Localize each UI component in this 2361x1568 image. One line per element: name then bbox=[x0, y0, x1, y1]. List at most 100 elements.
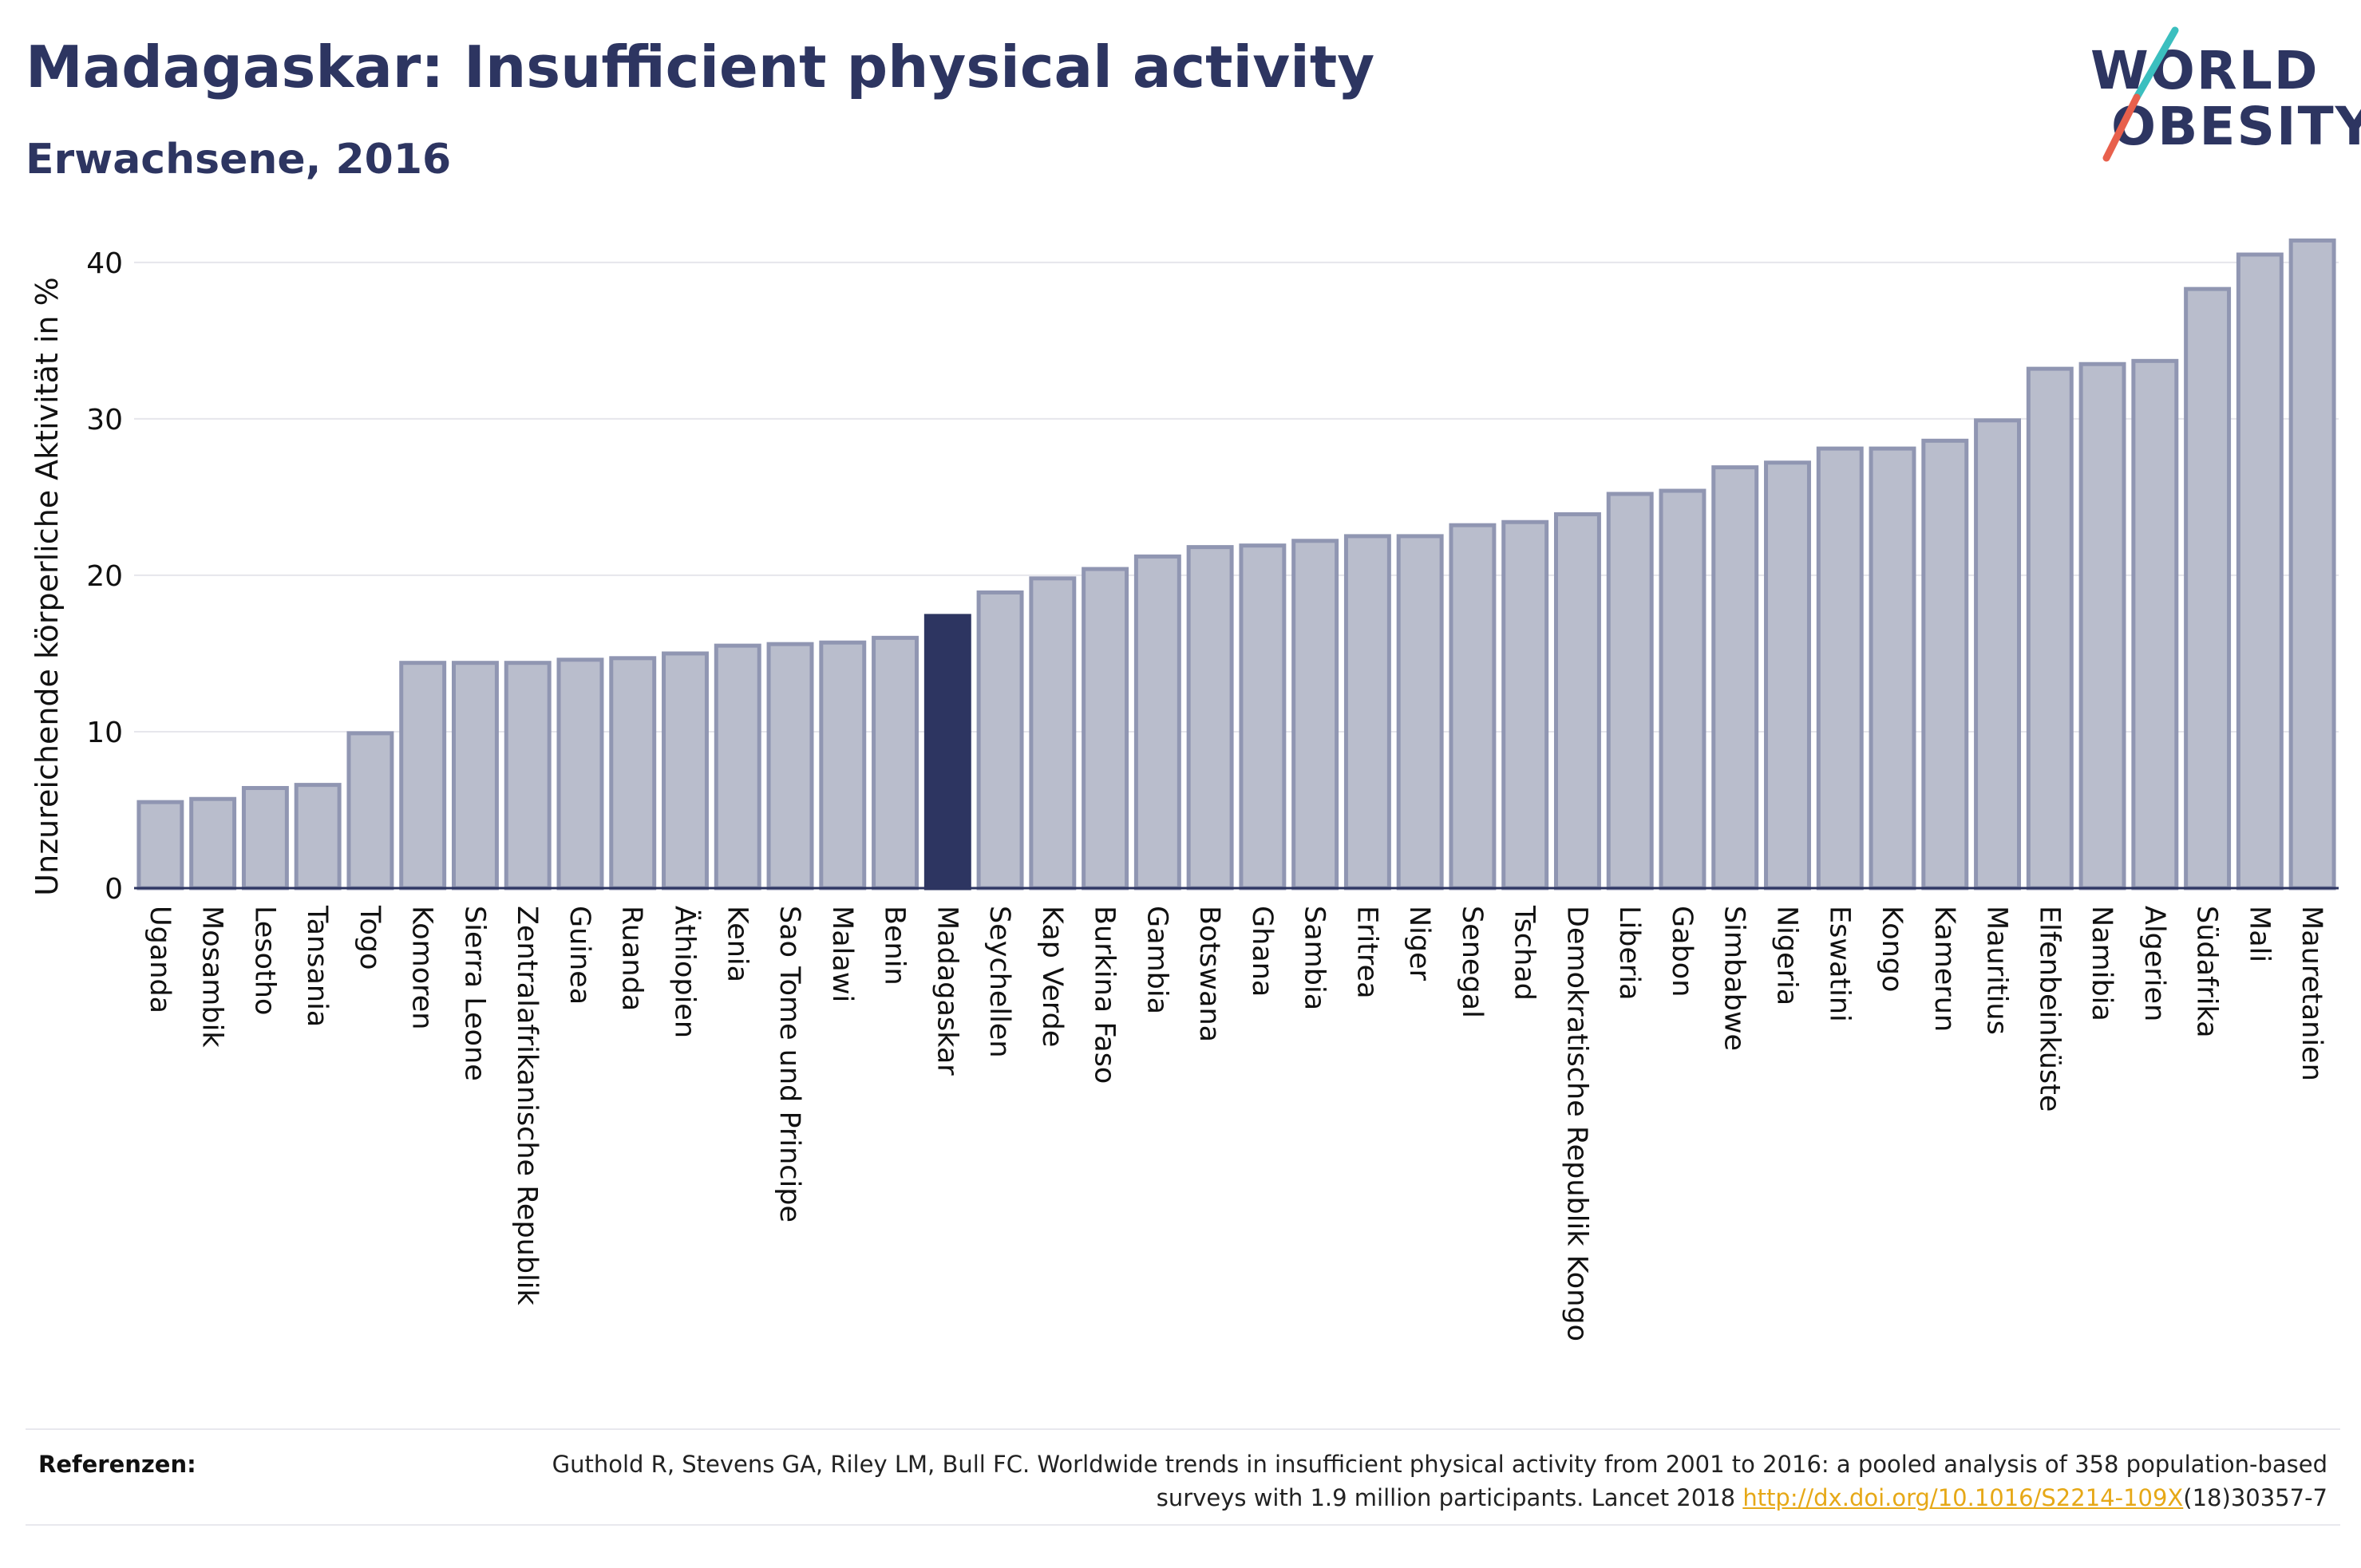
x-tick-label: Tschad bbox=[1509, 905, 1540, 1001]
chart-subtitle: Erwachsene, 2016 bbox=[26, 136, 452, 184]
bar[interactable] bbox=[1396, 534, 1444, 891]
y-tick-label: 30 bbox=[86, 404, 123, 436]
x-tick-label: Südafrika bbox=[2191, 906, 2223, 1038]
references-citation: Guthold R, Stevens GA, Riley LM, Bull FC… bbox=[552, 1451, 2327, 1511]
x-tick-label: Sambia bbox=[1299, 906, 1331, 1010]
bar[interactable] bbox=[976, 590, 1024, 891]
logo-slash-icon bbox=[2102, 26, 2179, 162]
x-tick-label: Niger bbox=[1403, 906, 1435, 981]
bar[interactable] bbox=[1186, 545, 1234, 891]
bar[interactable] bbox=[1449, 523, 1497, 891]
x-tick-label: Senegal bbox=[1456, 906, 1488, 1018]
bar[interactable] bbox=[2026, 366, 2074, 891]
bar[interactable] bbox=[451, 661, 499, 891]
bar[interactable] bbox=[1711, 465, 1759, 891]
x-tick-label: Kongo bbox=[1876, 906, 1908, 992]
bar[interactable] bbox=[399, 661, 447, 891]
y-axis-title: Unzureichende körperliche Aktivität in % bbox=[30, 277, 65, 895]
x-tick-label: Ruanda bbox=[616, 906, 648, 1011]
bar[interactable] bbox=[609, 656, 657, 891]
x-tick-label: Kap Verde bbox=[1036, 906, 1068, 1047]
bar[interactable] bbox=[819, 640, 867, 891]
references-text: Guthold R, Stevens GA, Riley LM, Bull FC… bbox=[492, 1448, 2327, 1515]
world-obesity-logo[interactable]: WORLD OBESITY bbox=[2079, 24, 2361, 168]
bar[interactable] bbox=[1974, 418, 2022, 891]
bar[interactable] bbox=[2236, 252, 2284, 891]
x-tick-label: Eritrea bbox=[1351, 906, 1382, 999]
bar[interactable] bbox=[2184, 286, 2232, 891]
bar[interactable] bbox=[1764, 460, 1811, 891]
x-tick-label: Elfenbeinküste bbox=[2033, 906, 2065, 1112]
bar[interactable] bbox=[2288, 238, 2336, 891]
bar[interactable] bbox=[1291, 539, 1339, 891]
bar[interactable] bbox=[2131, 358, 2179, 891]
y-tick-label: 10 bbox=[86, 717, 123, 749]
x-tick-label: Zentralafrikanische Republik bbox=[511, 906, 543, 1306]
bar[interactable] bbox=[1029, 576, 1077, 891]
bar[interactable] bbox=[1869, 446, 1916, 891]
bar[interactable] bbox=[241, 786, 289, 891]
x-tick-label: Algerien bbox=[2138, 906, 2170, 1021]
axes: 0 10 20 30 40 bbox=[86, 247, 2339, 906]
x-tick-label: Madagaskar bbox=[931, 906, 963, 1076]
bar[interactable] bbox=[1133, 554, 1181, 891]
x-tick-label: Mauritius bbox=[1981, 906, 2013, 1035]
bar[interactable] bbox=[294, 783, 342, 891]
bar[interactable] bbox=[714, 643, 761, 891]
x-tick-label: Burkina Faso bbox=[1089, 906, 1121, 1084]
references-doi-link[interactable]: http://dx.doi.org/10.1016/S2214-109X bbox=[1742, 1484, 2184, 1511]
logo-line-2: OBESITY bbox=[2111, 96, 2361, 157]
bar[interactable] bbox=[1659, 488, 1706, 891]
bar[interactable] bbox=[1553, 511, 1601, 891]
references-citation-suffix: (18)30357-7 bbox=[2183, 1484, 2327, 1511]
x-tick-label: Gabon bbox=[1666, 906, 1698, 997]
x-tick-label: Mali bbox=[2243, 906, 2275, 962]
x-tick-label: Äthiopien bbox=[669, 906, 702, 1038]
bar[interactable] bbox=[504, 661, 552, 891]
y-tick-label: 40 bbox=[86, 247, 123, 280]
bar[interactable] bbox=[2078, 361, 2126, 891]
bar[interactable] bbox=[662, 651, 709, 891]
x-tick-label: Kamerun bbox=[1928, 906, 1960, 1032]
bar[interactable] bbox=[556, 658, 604, 891]
x-tick-label: Seychellen bbox=[983, 906, 1015, 1058]
bar[interactable] bbox=[872, 635, 919, 891]
x-tick-label: Togo bbox=[354, 905, 386, 970]
y-tick-label: 0 bbox=[105, 873, 123, 906]
references-panel: Referenzen: Guthold R, Stevens GA, Riley… bbox=[26, 1428, 2340, 1526]
x-tick-label: Benin bbox=[879, 906, 911, 985]
x-tick-label: Kenia bbox=[721, 906, 753, 982]
x-tick-label: Mauretanien bbox=[2296, 906, 2327, 1081]
x-tick-label: Ghana bbox=[1246, 906, 1278, 997]
bars bbox=[136, 238, 2336, 891]
bar[interactable] bbox=[1501, 519, 1549, 891]
x-tick-label: Eswatini bbox=[1823, 906, 1855, 1022]
x-tick-label: Namibia bbox=[2086, 906, 2118, 1021]
bar[interactable] bbox=[1816, 446, 1864, 891]
bar[interactable] bbox=[1239, 543, 1287, 891]
x-tick-label: Uganda bbox=[144, 906, 176, 1013]
bar[interactable] bbox=[189, 796, 237, 891]
x-tick-label: Komoren bbox=[406, 906, 438, 1029]
bar[interactable] bbox=[1082, 567, 1129, 891]
x-tick-label: Liberia bbox=[1613, 906, 1645, 1001]
x-tick-label: Malawi bbox=[826, 906, 858, 1002]
bar[interactable] bbox=[136, 800, 184, 891]
bar-chart: 0 10 20 30 40 Uganda Mosambik Lesotho Tansania T… bbox=[30, 238, 2339, 1341]
bar[interactable] bbox=[1921, 438, 1969, 891]
bar[interactable] bbox=[1343, 534, 1391, 891]
y-tick-label: 20 bbox=[86, 560, 123, 593]
x-tick-label: Sierra Leone bbox=[458, 906, 490, 1081]
x-tick-label: Simbabwe bbox=[1718, 906, 1750, 1051]
bar[interactable] bbox=[346, 731, 394, 891]
references-label: Referenzen: bbox=[38, 1451, 196, 1478]
bar-highlight[interactable] bbox=[923, 614, 971, 891]
x-tick-label: Tansania bbox=[301, 905, 333, 1027]
logo-line-1: WORLD bbox=[2090, 40, 2319, 101]
x-tick-label: Guinea bbox=[564, 906, 595, 1005]
x-tick-label: Gambia bbox=[1141, 906, 1173, 1014]
bar[interactable] bbox=[766, 642, 814, 891]
chart-title: Madagaskar: Insufficient physical activi… bbox=[26, 34, 1375, 101]
bar[interactable] bbox=[1606, 492, 1654, 891]
x-tick-label: Mosambik bbox=[196, 906, 228, 1048]
